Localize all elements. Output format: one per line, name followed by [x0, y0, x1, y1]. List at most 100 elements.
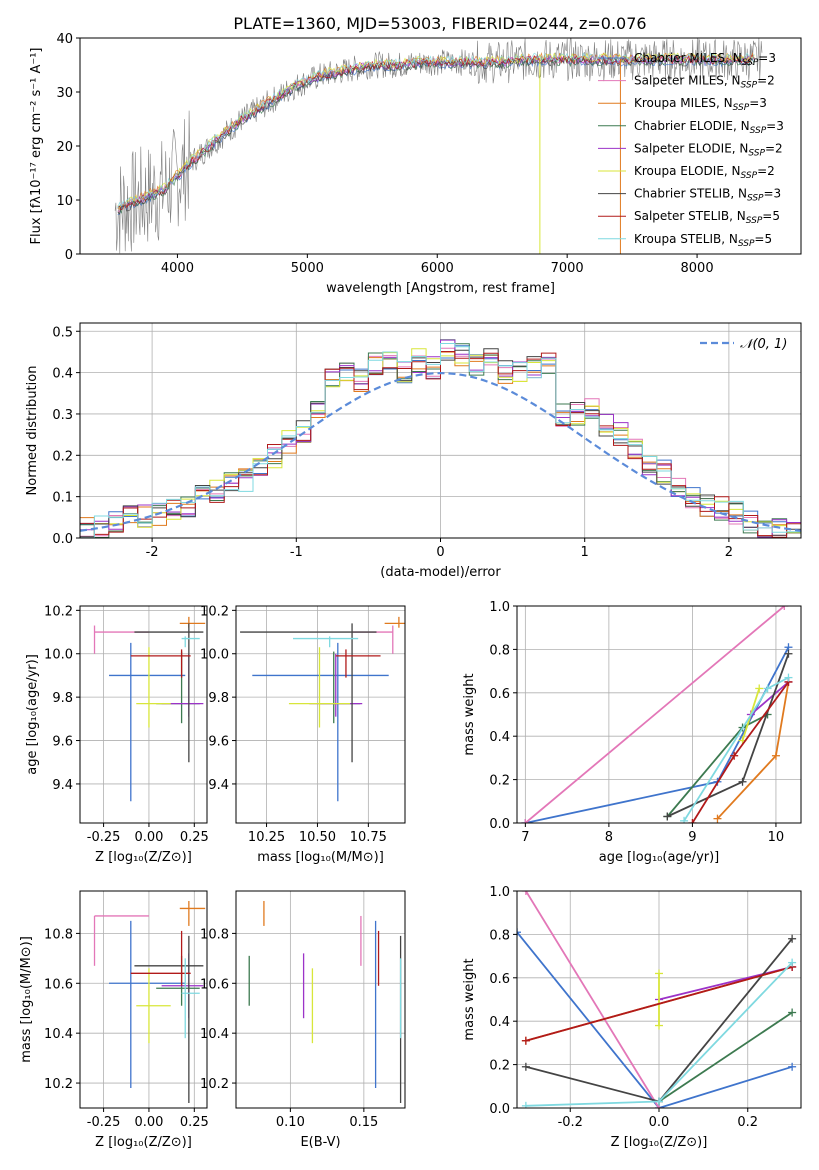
panel-weight_vs_Z: -0.2 0.0 0.2 0.0 0.2 0.4 0.6 0.8 1.0 Z [log₁₀(Z/Z…: [462, 885, 802, 1150]
y-tick-label: 10.4: [200, 1027, 229, 1042]
y-tick-label: 0.4: [52, 367, 73, 382]
x-tick-label: 4000: [161, 261, 194, 276]
y-tick-label: 0.6: [489, 687, 510, 702]
x-tick-label: 0: [436, 545, 444, 560]
x-tick-label: 8000: [681, 261, 714, 276]
legend-label: Kroupa MILES, NSSP=3: [634, 96, 767, 113]
x-tick-label: 0.10: [276, 1115, 305, 1130]
y-tick-label: 0.6: [489, 972, 510, 987]
y-tick-label: 0.4: [489, 1015, 510, 1030]
x-tick-label: 10.75: [350, 830, 387, 845]
y-tick-label: 10.6: [200, 977, 229, 992]
weight-line: [524, 606, 785, 823]
y-tick-label: 10.6: [44, 977, 73, 992]
x-tick-label: 0.00: [134, 830, 163, 845]
y-tick-label: 10.0: [200, 648, 229, 663]
x-tick-label: 0.15: [349, 1115, 378, 1130]
legend-label: Chabrier STELIB, NSSP=3: [634, 187, 781, 204]
model-spectrum-line: [117, 56, 755, 215]
plot-area: [521, 606, 793, 823]
panel-spectrum: 4000 5000 6000 7000 8000 0 10 20 30 40 wavelength …: [29, 32, 802, 296]
legend-label: Kroupa STELIB, NSSP=5: [634, 232, 772, 249]
panel-weight_vs_age: 7 8 9 10 0.0 0.2 0.4 0.6 0.8 1.0 age [log₁₀(age/yr…: [462, 600, 802, 865]
y-tick-label: 0.8: [489, 928, 510, 943]
plot-area: [517, 891, 797, 1108]
y-tick-label: 1.0: [489, 885, 510, 900]
legend-label: Kroupa ELODIE, NSSP=2: [634, 164, 775, 181]
y-axis-label: Normed distribution: [25, 366, 40, 496]
x-tick-label: 8: [605, 830, 613, 845]
x-axis-label: E(B-V): [300, 1135, 340, 1150]
y-axis-label: age [log₁₀(age/yr)]: [25, 654, 40, 775]
x-axis-label: Z [log₁₀(Z/Z⊙)]: [95, 1135, 192, 1150]
axes-frame: [235, 605, 406, 824]
y-tick-label: 9.6: [208, 735, 229, 750]
y-tick-label: 0.2: [52, 449, 73, 464]
y-tick-label: 30: [56, 86, 73, 101]
x-tick-label: -1: [290, 545, 303, 560]
gaussian-curve: [80, 371, 801, 532]
y-tick-label: 0.5: [52, 325, 73, 340]
plot-area: [80, 339, 801, 538]
x-tick-label: 9: [688, 830, 696, 845]
y-tick-label: 9.6: [52, 735, 73, 750]
y-tick-label: 0.0: [489, 817, 510, 832]
x-tick-label: 1: [581, 545, 589, 560]
y-tick-label: 10.4: [44, 1027, 73, 1042]
x-tick-label: 0.00: [134, 1115, 163, 1130]
y-axis-label: Flux [fλ10⁻¹⁷ erg cm⁻² s⁻¹ A⁻¹]: [29, 48, 44, 245]
legend-label: Chabrier ELODIE, NSSP=3: [634, 119, 784, 136]
x-tick-label: 2: [725, 545, 733, 560]
x-tick-label: 0.25: [180, 830, 209, 845]
weight-line: [517, 931, 793, 1108]
panel-age_vs_Z: -0.25 0.00 0.25 9.4 9.6 9.8 10.0 10.2 Z [log₁₀(Z…: [25, 604, 209, 865]
y-tick-label: 10.8: [200, 927, 229, 942]
data-spectrum-line: [114, 38, 763, 254]
axes-frame: [79, 605, 208, 824]
x-axis-label: (data-model)/error: [380, 565, 501, 580]
x-tick-label: 5000: [291, 261, 324, 276]
axes-frame: [235, 890, 406, 1109]
x-tick-label: -0.25: [87, 1115, 121, 1130]
x-axis-label: wavelength [Angstrom, rest frame]: [326, 281, 555, 296]
panel-residual_hist: -2 -1 0 1 2 0.0 0.1 0.2 0.3 0.4 0.5 (data-model)/er…: [25, 322, 802, 580]
weight-line: [691, 681, 790, 823]
y-tick-label: 10.2: [44, 1077, 73, 1092]
plot-area: [114, 38, 763, 254]
y-tick-label: 10.2: [200, 604, 229, 619]
legend-label: 𝒩(0, 1): [740, 337, 787, 352]
y-tick-label: 0.2: [489, 774, 510, 789]
x-axis-label: mass [log₁₀(M/M⊙)]: [257, 850, 384, 865]
plot-area: [248, 900, 402, 1104]
x-tick-label: 7: [521, 830, 529, 845]
x-axis-label: age [log₁₀(age/yr)]: [599, 850, 720, 865]
y-tick-label: 0.0: [489, 1102, 510, 1117]
histogram-step: [80, 351, 801, 538]
x-tick-label: 10.50: [299, 830, 336, 845]
plot-area: [93, 900, 206, 1104]
y-tick-label: 20: [56, 140, 73, 155]
y-tick-label: 40: [56, 32, 73, 47]
x-tick-label: 6000: [421, 261, 454, 276]
panel-mass_vs_ebv: 0.10 0.15 10.2 10.4 10.6 10.8 E(B-V): [200, 890, 406, 1150]
x-tick-label: -0.2: [558, 1115, 583, 1130]
panel-mass_vs_Z: -0.25 0.00 0.25 10.2 10.4 10.6 10.8 Z [log₁₀(Z/…: [19, 890, 209, 1150]
y-tick-label: 0.4: [489, 730, 510, 745]
weight-line: [658, 1011, 793, 1103]
weight-line: [525, 891, 660, 1108]
x-tick-label: 10: [768, 830, 785, 845]
axes-frame: [79, 890, 208, 1109]
y-tick-label: 0: [65, 248, 73, 263]
panel-age_vs_mass: 10.25 10.50 10.75 9.4 9.6 9.8 10.0 10.2 mass [lo…: [200, 604, 406, 865]
y-tick-label: 0.2: [489, 1059, 510, 1074]
histogram-step: [80, 343, 801, 538]
y-tick-label: 9.8: [208, 691, 229, 706]
x-tick-label: 0.0: [649, 1115, 670, 1130]
y-tick-label: 0.8: [489, 643, 510, 658]
figure-title: PLATE=1360, MJD=53003, FIBERID=0244, z=0…: [233, 14, 646, 33]
model-spectrum-line: [117, 52, 755, 209]
weight-line: [667, 653, 790, 818]
model-spectrum-line: [117, 52, 755, 209]
y-axis-label: mass [log₁₀(M/M⊙)]: [19, 936, 34, 1063]
